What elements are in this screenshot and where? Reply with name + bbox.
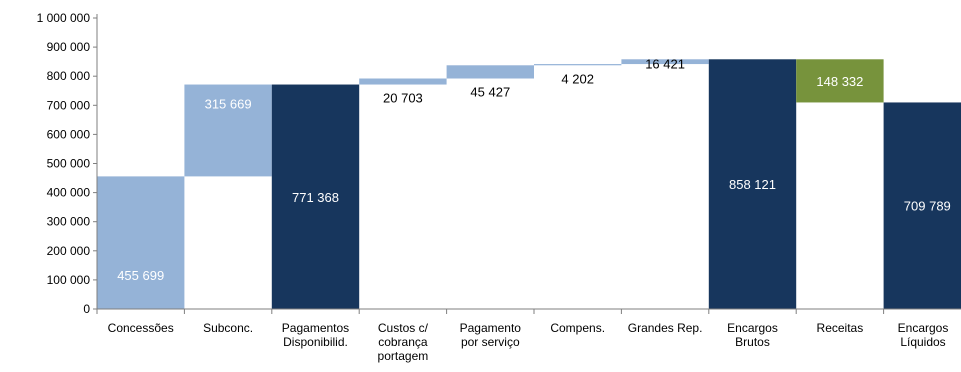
data-label: 455 699 [117, 268, 164, 283]
y-axis-ticks: 0 100 000 200 000 300 000 400 000 500 000 600 … [37, 11, 97, 316]
bar-step [534, 64, 622, 66]
y-tick-label: 400 000 [47, 186, 91, 200]
x-tick-label: Custos c/ [378, 321, 429, 335]
y-tick-label: 600 000 [47, 127, 91, 141]
data-label: 4 202 [561, 71, 594, 86]
data-label: 771 368 [292, 190, 339, 205]
x-tick-label: Brutos [735, 335, 770, 349]
y-tick-label: 500 000 [47, 157, 91, 171]
y-tick-label: 0 [83, 302, 90, 316]
bar-step [97, 176, 185, 309]
x-tick-label: Compens. [550, 321, 605, 335]
y-tick-label: 1 000 000 [37, 11, 91, 25]
x-tick-label: Pagamentos [282, 321, 349, 335]
y-tick-label: 100 000 [47, 273, 91, 287]
data-label: 45 427 [470, 85, 510, 100]
chart-axes [96, 14, 961, 314]
bar-step [184, 84, 272, 177]
x-tick-label: Subconc. [203, 321, 253, 335]
x-tick-label: Encargos [727, 321, 778, 335]
x-axis-labels: Concessões Subconc. PagamentosDisponibilid… [108, 321, 949, 363]
x-tick-label: portagem [378, 349, 429, 363]
y-tick-label: 700 000 [47, 98, 91, 112]
chart-bars [97, 59, 961, 309]
y-tick-label: 300 000 [47, 215, 91, 229]
x-tick-label: Grandes Rep. [628, 321, 703, 335]
data-label: 858 121 [729, 177, 776, 192]
x-tick-label: Disponibilid. [283, 335, 348, 349]
bar-step [359, 78, 447, 85]
x-tick-label: Receitas [817, 321, 864, 335]
x-tick-label: Encargos [898, 321, 949, 335]
data-label: 16 421 [645, 56, 685, 71]
x-tick-label: Concessões [108, 321, 174, 335]
y-tick-label: 900 000 [47, 40, 91, 54]
bar-step [621, 59, 709, 65]
data-labels: 455 699 315 669 771 368 20 703 45 427 4 202 16… [117, 56, 951, 283]
x-tick-label: Líquidos [900, 335, 945, 349]
x-tick-label: cobrança [378, 335, 428, 349]
bar-total [271, 84, 360, 309]
bar-total [883, 102, 961, 309]
bar-step [446, 65, 534, 79]
y-tick-label: 800 000 [47, 69, 91, 83]
bar-total [708, 59, 797, 309]
y-tick-label: 200 000 [47, 244, 91, 258]
x-tick-label: por serviço [461, 335, 520, 349]
data-label: 148 332 [816, 74, 863, 89]
bar-minus [796, 59, 884, 103]
data-label: 20 703 [383, 91, 423, 106]
x-tick-label: Pagamento [460, 321, 522, 335]
data-label: 709 789 [904, 199, 951, 214]
data-label: 315 669 [205, 97, 252, 112]
